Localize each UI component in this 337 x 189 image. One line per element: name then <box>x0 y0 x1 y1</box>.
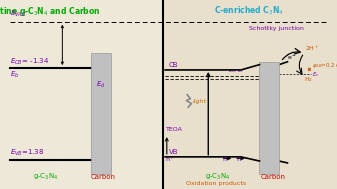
Bar <box>91 53 111 174</box>
Text: Carbon: Carbon <box>90 174 115 180</box>
Text: Schottky junction: Schottky junction <box>249 26 303 31</box>
Text: H$_2$: H$_2$ <box>304 75 313 84</box>
Text: 2H$^+$: 2H$^+$ <box>305 44 320 53</box>
Text: Pristine g-C$_3$N$_4$ and Carbon: Pristine g-C$_3$N$_4$ and Carbon <box>0 5 101 18</box>
Text: $E_d$: $E_d$ <box>96 80 106 90</box>
Text: $\varepsilon_c,\varepsilon_r$: $\varepsilon_c,\varepsilon_r$ <box>227 67 244 75</box>
Text: CB: CB <box>168 62 178 68</box>
Text: h$^+$: h$^+$ <box>165 155 175 164</box>
Text: C-enriched C$_3$N$_4$: C-enriched C$_3$N$_4$ <box>214 5 284 17</box>
Bar <box>0 0 163 189</box>
Text: g-C$_3$N$_4$: g-C$_3$N$_4$ <box>205 172 230 182</box>
Bar <box>163 0 337 189</box>
Text: $E_b$: $E_b$ <box>10 70 20 80</box>
Text: h$^+$: h$^+$ <box>222 155 232 164</box>
Text: $E_{VAC}$: $E_{VAC}$ <box>10 9 27 19</box>
Bar <box>259 62 279 174</box>
Text: Oxidation products: Oxidation products <box>186 181 246 186</box>
Text: e$^-$: e$^-$ <box>287 54 298 62</box>
Text: $E_{VB}$=1.38: $E_{VB}$=1.38 <box>10 148 44 158</box>
Text: $E_c$: $E_c$ <box>312 70 319 78</box>
Text: $\varphi_{SB}$=0.2 eV: $\varphi_{SB}$=0.2 eV <box>312 61 337 70</box>
Text: VB: VB <box>168 149 178 155</box>
Text: $E_{CB}$= -1.34: $E_{CB}$= -1.34 <box>10 56 49 67</box>
Text: TEOA: TEOA <box>166 127 183 132</box>
Text: g-C$_3$N$_4$: g-C$_3$N$_4$ <box>33 172 58 182</box>
Text: light: light <box>193 99 207 104</box>
Text: h$^+$: h$^+$ <box>236 155 246 164</box>
Text: Carbon: Carbon <box>261 174 285 180</box>
